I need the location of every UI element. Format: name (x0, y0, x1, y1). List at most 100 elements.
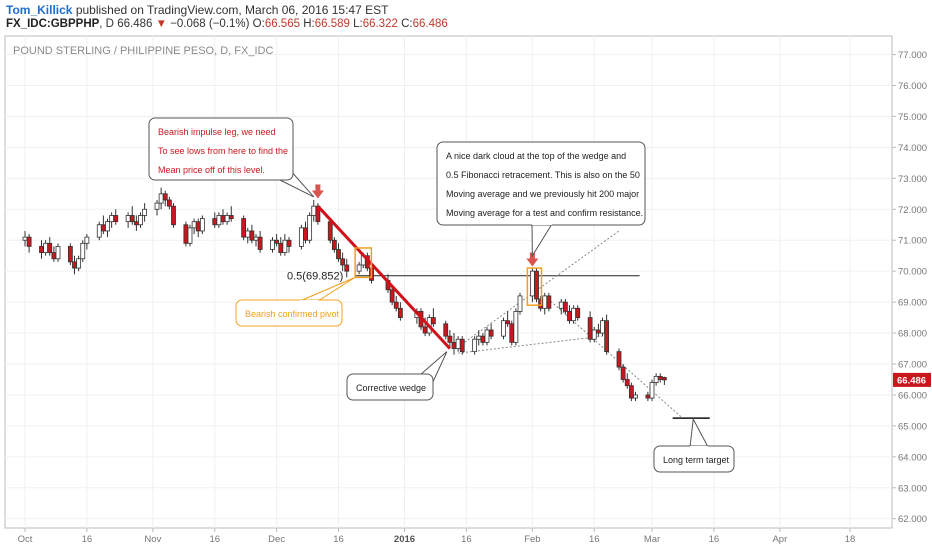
candle-body (529, 270, 535, 297)
candle-body (51, 252, 57, 260)
pivot-box (354, 247, 373, 279)
candle-body (270, 239, 275, 250)
plot-area[interactable] (4, 35, 893, 529)
x-tick-label: 18 (845, 534, 856, 545)
candle-body (274, 239, 280, 244)
candle-body (546, 295, 552, 309)
candle-body (443, 323, 449, 337)
y-tick-label: 77.000 (898, 50, 927, 61)
candle-body (509, 323, 515, 343)
candle-body (76, 258, 82, 269)
y-tick-label: 67.000 (898, 360, 927, 371)
x-tick-label: Apr (772, 534, 787, 545)
candle-body (422, 326, 428, 334)
y-tick-label: 70.000 (898, 267, 927, 278)
candle-body (459, 338, 465, 353)
dark-cloud-callout-pointer (531, 223, 553, 258)
target-callout-text: Long term target (663, 455, 730, 465)
low-label: L: (353, 18, 363, 30)
candle-body (113, 215, 119, 223)
candle-body (480, 335, 486, 343)
candle-body (249, 230, 255, 241)
candle-body (327, 221, 333, 241)
candle-body (22, 236, 28, 241)
candle-body (105, 221, 110, 232)
candle-body (484, 329, 490, 343)
candle-body (129, 215, 135, 223)
candle-body (125, 215, 131, 223)
candle-body (604, 320, 610, 353)
wedge-callout: Corrective wedge (346, 351, 448, 401)
drawings: Bearish impulse leg, we need To see lows … (148, 117, 735, 473)
x-tick-label: Dec (268, 534, 285, 545)
impulse-arrow-icon-stem (315, 184, 321, 191)
y-tick-label: 62.000 (898, 514, 927, 525)
candle-body (278, 242, 284, 254)
x-tick-label: Mar (644, 534, 660, 545)
candle-body (488, 329, 494, 337)
candle-body (55, 246, 61, 260)
candle-body (447, 335, 453, 343)
candle-body (245, 230, 251, 238)
candle-body (311, 205, 317, 216)
dark-cloud-callout-text: 0.5 Fibonacci retracement. This is also … (446, 170, 640, 180)
last-price: 66.486 (117, 18, 153, 30)
symbol-name[interactable]: FX_IDC:GBPPHP (6, 18, 100, 30)
candle-body (595, 329, 601, 334)
candle-body (649, 382, 655, 399)
candle-body (455, 338, 461, 349)
interval-label: , D (99, 18, 114, 30)
impulse-callout-text: Mean price off of this level. (158, 165, 265, 175)
wedge-callout-seam (419, 374, 433, 385)
candle-body (476, 335, 482, 340)
candle-body (187, 227, 193, 244)
impulse-callout-text: To see lows from here to find the (158, 146, 288, 156)
publish-info: published on TradingView.com, March 06, … (75, 3, 389, 17)
candle-body (534, 270, 539, 300)
chart-title: POUND STERLING / PHILIPPINE PESO, D, FX_… (13, 45, 273, 57)
candle-body (220, 215, 226, 223)
candle-body (282, 239, 288, 254)
candle-body (100, 224, 106, 232)
candle-body (356, 264, 362, 272)
y-tick-label: 75.000 (898, 112, 927, 123)
last-price-label: 66.486 (897, 375, 926, 386)
author-link[interactable]: Tom_Killick (6, 3, 73, 17)
candle-body (600, 320, 605, 334)
candle-body (253, 236, 259, 241)
candle-body (257, 236, 263, 250)
y-tick-label: 69.000 (898, 298, 927, 309)
x-tick-label: Oct (18, 534, 33, 545)
candle-body (558, 301, 564, 309)
time-axis[interactable]: Oct 16 Nov 16 Dec 16 2016 16 Feb 16 Mar 16 Apr 18 (18, 528, 856, 545)
fib-label: 0.5(69.852) (287, 271, 343, 283)
candle-body (624, 379, 630, 387)
y-tick-label: 74.000 (898, 143, 927, 154)
price-axis[interactable]: 77.000 76.000 75.000 74.000 73.000 72.000 71.0… (892, 50, 931, 525)
candle-body (645, 394, 651, 399)
candle-body (154, 202, 160, 210)
candle-body (633, 394, 638, 399)
open-value: 66.565 (264, 18, 300, 30)
impulse-arrow-icon-head (311, 190, 324, 199)
wedge-lower-line (458, 335, 603, 354)
candle-body (171, 205, 176, 226)
candle-body (199, 218, 205, 232)
candle-body (340, 258, 346, 266)
x-tick-label: 16 (709, 534, 720, 545)
last-price-badge (893, 372, 931, 387)
candle-body (298, 227, 304, 247)
candle-body (591, 329, 597, 340)
candle-body (228, 215, 234, 219)
pivot-callout-box (235, 299, 343, 327)
candle-body (505, 320, 511, 325)
close-label: C: (401, 18, 413, 30)
x-tick-label: 16 (209, 534, 220, 545)
dark-cloud-callout-text: Moving average for a test and confirm re… (446, 208, 643, 218)
candle-body (158, 193, 164, 204)
candle-body (336, 249, 341, 260)
y-tick-label: 65.000 (898, 421, 927, 432)
dark-cloud-box (526, 267, 543, 306)
x-tick-label: Nov (144, 534, 161, 545)
